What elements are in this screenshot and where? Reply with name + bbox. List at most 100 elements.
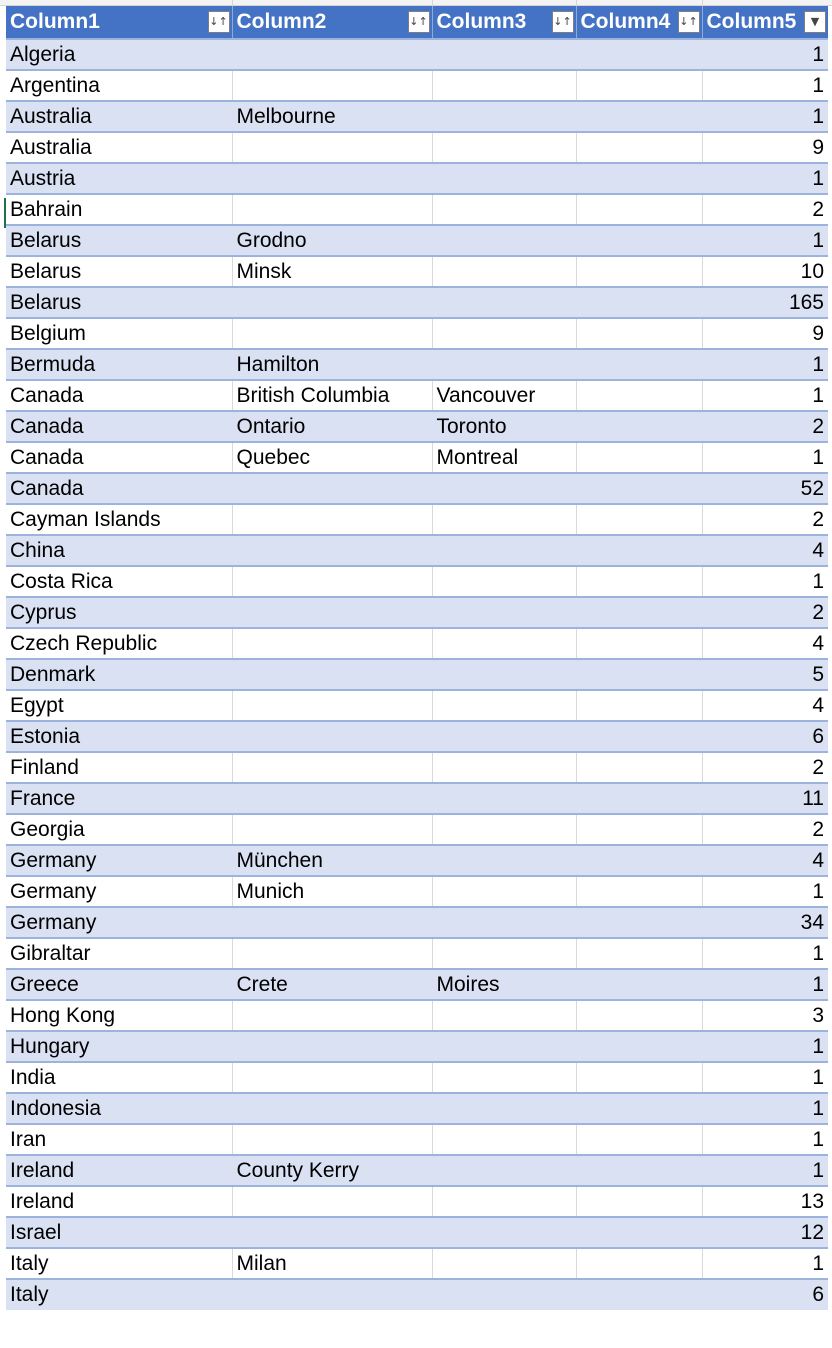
table-cell-column1[interactable]: Ireland	[6, 1154, 233, 1186]
table-cell-column5[interactable]: 2	[702, 193, 828, 225]
table-cell-column5[interactable]: 1	[702, 348, 828, 380]
table-cell-column2[interactable]	[232, 1092, 433, 1124]
table-cell-column1[interactable]: Australia	[6, 100, 233, 132]
table-cell-column1[interactable]: China	[6, 534, 233, 566]
table-cell-column3[interactable]	[432, 1061, 577, 1093]
table-cell-column1[interactable]: Austria	[6, 162, 233, 194]
table-cell-column2[interactable]: Munich	[232, 875, 433, 907]
table-cell-column2[interactable]	[232, 503, 433, 535]
table-row[interactable]: Italy Milan 1	[6, 1247, 828, 1279]
table-cell-column1[interactable]: Australia	[6, 131, 233, 163]
table-cell-column5[interactable]: 6	[702, 1278, 828, 1310]
table-row[interactable]: Argentina 1	[6, 69, 828, 101]
table-cell-column5[interactable]: 2	[702, 751, 828, 783]
table-cell-column1[interactable]: Germany	[6, 844, 233, 876]
table-cell-column3[interactable]	[432, 1185, 577, 1217]
table-cell-column3[interactable]	[432, 69, 577, 101]
table-cell-column4[interactable]	[576, 193, 703, 225]
filter-dropdown-icon[interactable]: ▼	[804, 11, 826, 33]
table-cell-column2[interactable]	[232, 193, 433, 225]
table-row[interactable]: Bahrain 2	[6, 193, 828, 225]
table-cell-column4[interactable]	[576, 1061, 703, 1093]
table-row[interactable]: India 1	[6, 1061, 828, 1093]
table-cell-column1[interactable]: Algeria	[6, 38, 233, 70]
table-cell-column2[interactable]	[232, 286, 433, 318]
table-cell-column5[interactable]: 1	[702, 162, 828, 194]
table-cell-column4[interactable]	[576, 1092, 703, 1124]
table-cell-column5[interactable]: 10	[702, 255, 828, 287]
table-cell-column5[interactable]: 9	[702, 317, 828, 349]
table-row[interactable]: Germany München 4	[6, 844, 828, 876]
table-cell-column4[interactable]	[576, 1154, 703, 1186]
table-cell-column1[interactable]: Indonesia	[6, 1092, 233, 1124]
table-cell-column1[interactable]: Cyprus	[6, 596, 233, 628]
table-cell-column3[interactable]	[432, 720, 577, 752]
table-cell-column5[interactable]: 1	[702, 875, 828, 907]
table-cell-column3[interactable]	[432, 100, 577, 132]
table-cell-column3[interactable]	[432, 255, 577, 287]
table-cell-column5[interactable]: 2	[702, 503, 828, 535]
table-cell-column3[interactable]: Montreal	[432, 441, 577, 473]
table-cell-column2[interactable]	[232, 999, 433, 1031]
table-cell-column2[interactable]	[232, 1030, 433, 1062]
table-row[interactable]: Indonesia 1	[6, 1092, 828, 1124]
table-cell-column1[interactable]: France	[6, 782, 233, 814]
table-cell-column4[interactable]	[576, 224, 703, 256]
table-row[interactable]: Ireland County Kerry 1	[6, 1154, 828, 1186]
table-row[interactable]: Austria 1	[6, 162, 828, 194]
table-cell-column1[interactable]: Egypt	[6, 689, 233, 721]
table-cell-column2[interactable]	[232, 162, 433, 194]
table-cell-column3[interactable]	[432, 875, 577, 907]
table-cell-column1[interactable]: Ireland	[6, 1185, 233, 1217]
table-cell-column5[interactable]: 1	[702, 379, 828, 411]
table-cell-column2[interactable]	[232, 1216, 433, 1248]
table-cell-column5[interactable]: 34	[702, 906, 828, 938]
table-row[interactable]: Australia 9	[6, 131, 828, 163]
table-cell-column2[interactable]	[232, 689, 433, 721]
table-cell-column1[interactable]: Israel	[6, 1216, 233, 1248]
table-cell-column4[interactable]	[576, 844, 703, 876]
table-cell-column4[interactable]	[576, 751, 703, 783]
table-row[interactable]: Hong Kong 3	[6, 999, 828, 1031]
table-cell-column4[interactable]	[576, 565, 703, 597]
table-cell-column5[interactable]: 2	[702, 596, 828, 628]
table-cell-column3[interactable]: Toronto	[432, 410, 577, 442]
table-row[interactable]: Costa Rica 1	[6, 565, 828, 597]
table-cell-column5[interactable]: 165	[702, 286, 828, 318]
table-cell-column2[interactable]	[232, 565, 433, 597]
table-row[interactable]: Georgia 2	[6, 813, 828, 845]
table-cell-column5[interactable]: 1	[702, 441, 828, 473]
table-cell-column1[interactable]: Iran	[6, 1123, 233, 1155]
table-row[interactable]: Belarus Grodno 1	[6, 224, 828, 256]
table-cell-column4[interactable]	[576, 38, 703, 70]
table-cell-column4[interactable]	[576, 286, 703, 318]
sort-filter-icon[interactable]: ↓↑	[677, 11, 700, 33]
table-cell-column3[interactable]	[432, 627, 577, 659]
table-row[interactable]: Belarus 165	[6, 286, 828, 318]
table-cell-column2[interactable]	[232, 1185, 433, 1217]
table-cell-column4[interactable]	[576, 441, 703, 473]
table-cell-column3[interactable]	[432, 906, 577, 938]
column-header[interactable]: Column1 ↓↑	[6, 6, 233, 39]
table-cell-column4[interactable]	[576, 720, 703, 752]
table-cell-column1[interactable]: Denmark	[6, 658, 233, 690]
table-cell-column5[interactable]: 13	[702, 1185, 828, 1217]
table-cell-column4[interactable]	[576, 813, 703, 845]
table-cell-column3[interactable]	[432, 937, 577, 969]
table-cell-column2[interactable]	[232, 751, 433, 783]
table-cell-column2[interactable]	[232, 658, 433, 690]
table-cell-column4[interactable]	[576, 162, 703, 194]
table-cell-column4[interactable]	[576, 379, 703, 411]
table-cell-column1[interactable]: Italy	[6, 1247, 233, 1279]
table-cell-column1[interactable]: Costa Rica	[6, 565, 233, 597]
table-cell-column4[interactable]	[576, 1278, 703, 1310]
table-cell-column5[interactable]: 1	[702, 224, 828, 256]
table-row[interactable]: Denmark 5	[6, 658, 828, 690]
table-cell-column1[interactable]: Canada	[6, 472, 233, 504]
table-cell-column1[interactable]: Belgium	[6, 317, 233, 349]
table-row[interactable]: Ireland 13	[6, 1185, 828, 1217]
table-cell-column1[interactable]: Italy	[6, 1278, 233, 1310]
table-cell-column3[interactable]	[432, 751, 577, 783]
table-cell-column2[interactable]: Crete	[232, 968, 433, 1000]
table-cell-column5[interactable]: 52	[702, 472, 828, 504]
